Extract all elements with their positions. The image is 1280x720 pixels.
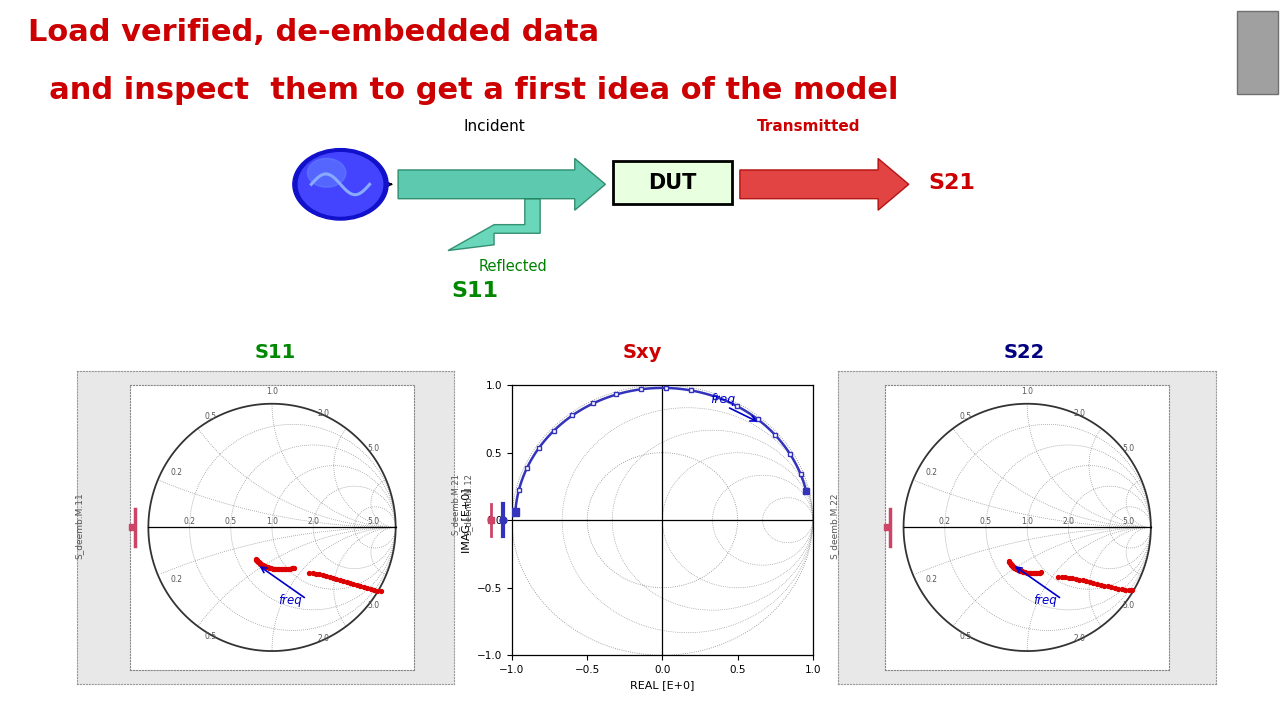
Text: 0.2: 0.2 (925, 469, 938, 477)
Text: Sxy: Sxy (623, 343, 662, 362)
Text: 0.5: 0.5 (959, 631, 972, 641)
Text: 2.0: 2.0 (1062, 517, 1074, 526)
Text: 0.2: 0.2 (938, 517, 951, 526)
Text: 5.0: 5.0 (1123, 600, 1134, 610)
Text: 2.0: 2.0 (307, 517, 319, 526)
Text: Incident: Incident (463, 120, 525, 134)
Text: 2.0: 2.0 (1073, 409, 1085, 418)
Text: 0.5: 0.5 (959, 412, 972, 420)
Text: S11: S11 (255, 343, 296, 362)
Text: S21: S21 (928, 174, 975, 193)
Text: 0.5: 0.5 (204, 412, 216, 420)
Text: 0.2: 0.2 (170, 469, 183, 477)
Text: 1.0: 1.0 (266, 517, 278, 526)
Text: freq: freq (710, 392, 736, 406)
Circle shape (298, 153, 383, 216)
Text: Transmitted: Transmitted (758, 120, 860, 134)
Text: 5.0: 5.0 (367, 600, 379, 610)
Text: S_deemb.M.22: S_deemb.M.22 (829, 492, 838, 559)
Text: 2.0: 2.0 (317, 409, 330, 418)
Text: freq: freq (278, 594, 302, 607)
Text: 0.2: 0.2 (170, 575, 183, 584)
Text: 2.0: 2.0 (317, 634, 330, 643)
Text: 5.0: 5.0 (367, 517, 379, 526)
Circle shape (307, 158, 346, 187)
Text: 0.2: 0.2 (925, 575, 938, 584)
X-axis label: REAL [E+0]: REAL [E+0] (630, 680, 695, 690)
FancyBboxPatch shape (1238, 11, 1277, 94)
Polygon shape (740, 158, 909, 210)
Text: S11: S11 (452, 281, 498, 301)
Text: 0.5: 0.5 (980, 517, 992, 526)
Text: 1.0: 1.0 (1021, 517, 1033, 526)
Text: DUT: DUT (648, 173, 696, 192)
Text: S_deemb.M.21: S_deemb.M.21 (451, 473, 460, 535)
Text: S_deemb.M.11: S_deemb.M.11 (74, 492, 83, 559)
Text: 0.2: 0.2 (183, 517, 196, 526)
Polygon shape (448, 199, 540, 251)
Text: 5.0: 5.0 (367, 444, 379, 453)
Text: Load verified, de-embedded data: Load verified, de-embedded data (28, 18, 599, 47)
Text: Reflected: Reflected (479, 258, 548, 274)
Text: 5.0: 5.0 (1123, 444, 1134, 453)
Text: 0.5: 0.5 (225, 517, 237, 526)
Text: 5.0: 5.0 (1123, 517, 1134, 526)
Polygon shape (398, 158, 605, 210)
Text: 0.5: 0.5 (204, 631, 216, 641)
Text: freq: freq (1033, 594, 1057, 607)
Circle shape (293, 148, 388, 220)
Text: 1.0: 1.0 (266, 387, 278, 396)
Text: 2.0: 2.0 (1073, 634, 1085, 643)
Text: S_deemb.M.12: S_deemb.M.12 (463, 473, 472, 535)
FancyBboxPatch shape (613, 161, 732, 204)
Text: and inspect  them to get a first idea of the model: and inspect them to get a first idea of … (28, 76, 899, 104)
Text: 1.0: 1.0 (1021, 387, 1033, 396)
Text: S22: S22 (1004, 343, 1044, 362)
Y-axis label: IMAG [E+0]: IMAG [E+0] (462, 488, 471, 552)
